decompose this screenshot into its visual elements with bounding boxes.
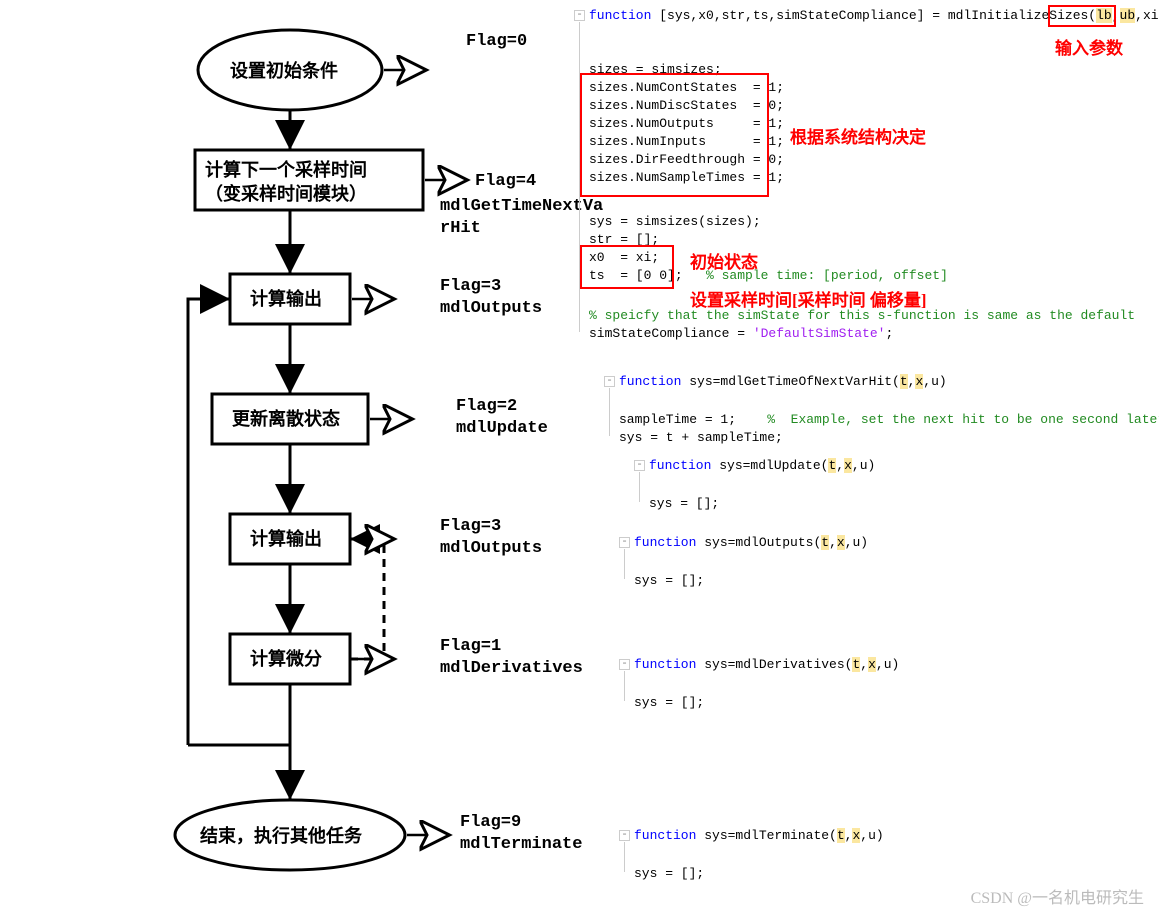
code-fn-nvh: function sys=mdlGetTimeOfNextVarHit(t,x,…	[619, 374, 947, 389]
flow-label: mdlUpdate	[456, 419, 548, 438]
code-sizes-line: sizes.NumContStates = 1;	[589, 80, 784, 95]
flow-text: 计算输出	[250, 288, 322, 309]
flow-label: Flag=1	[440, 637, 501, 656]
flow-text: 更新离散状态	[232, 408, 340, 429]
red-annotation: 初始状态	[690, 248, 758, 273]
code-bracket	[609, 388, 611, 436]
code-sys: sys = simsizes(sizes);	[589, 214, 761, 229]
code-term-body: sys = [];	[634, 866, 704, 881]
code-bracket	[624, 842, 626, 872]
fold-icon: -	[574, 10, 585, 21]
code-sizes-line: sizes.NumInputs = 1;	[589, 134, 784, 149]
flow-label: Flag=9	[460, 813, 521, 832]
fold-icon: -	[619, 659, 630, 670]
flow-label: Flag=0	[466, 32, 527, 51]
code-sizes-decl: sizes = simsizes;	[589, 62, 722, 77]
fold-icon: -	[619, 830, 630, 841]
flow-label: mdlOutputs	[440, 539, 542, 558]
fold-icon: -	[634, 460, 645, 471]
code-fn-upd: function sys=mdlUpdate(t,x,u)	[649, 458, 875, 473]
flow-label: mdlTerminate	[460, 835, 582, 854]
flow-text: 计算微分	[250, 648, 322, 669]
code-fn-term: function sys=mdlTerminate(t,x,u)	[634, 828, 884, 843]
code-x0: x0 = xi;	[589, 250, 659, 265]
red-annotation: 设置采样时间[采样时间 偏移量]	[690, 286, 927, 311]
code-nvh2: sys = t + sampleTime;	[619, 430, 783, 445]
code-fn-out: function sys=mdlOutputs(t,x,u)	[634, 535, 868, 550]
red-annotation: 根据系统结构决定	[790, 123, 926, 148]
code-str: str = [];	[589, 232, 659, 247]
flow-label: Flag=3	[440, 277, 501, 296]
code-bracket	[624, 549, 626, 579]
code-upd-body: sys = [];	[649, 496, 719, 511]
flow-text: 计算下一个采样时间	[205, 159, 367, 180]
code-bracket	[624, 671, 626, 701]
code-sizes-line: sizes.NumSampleTimes = 1;	[589, 170, 784, 185]
flow-text: 计算输出	[250, 528, 322, 549]
fold-icon: -	[604, 376, 615, 387]
flow-dashloop	[350, 539, 384, 659]
flow-label: rHit	[440, 219, 481, 238]
code-bracket	[579, 22, 581, 332]
flow-loop	[188, 299, 230, 745]
watermark: CSDN @一名机电研究生	[971, 884, 1144, 908]
flow-text: 结束，执行其他任务	[200, 825, 363, 846]
code-compliance: simStateCompliance = 'DefaultSimState';	[589, 326, 893, 341]
code-sizes-line: sizes.DirFeedthrough = 0;	[589, 152, 784, 167]
flow-label: Flag=3	[440, 517, 501, 536]
code-nvh1: sampleTime = 1; % Example, set the next …	[619, 412, 1159, 427]
code-fn-der: function sys=mdlDerivatives(t,x,u)	[634, 657, 899, 672]
flow-label: Flag=2	[456, 397, 517, 416]
code-sizes-line: sizes.NumOutputs = 1;	[589, 116, 784, 131]
flow-label: mdlDerivatives	[440, 659, 583, 678]
code-out-body: sys = [];	[634, 573, 704, 588]
fold-icon: -	[619, 537, 630, 548]
code-sizes-line: sizes.NumDiscStates = 0;	[589, 98, 784, 113]
flow-label: Flag=4	[475, 172, 536, 191]
flow-label: mdlOutputs	[440, 299, 542, 318]
code-fn-init: function [sys,x0,str,ts,simStateComplian…	[589, 8, 1159, 23]
code-ts: ts = [0 0]; % sample time: [period, offs…	[589, 268, 948, 283]
code-der-body: sys = [];	[634, 695, 704, 710]
flow-text: 设置初始条件	[230, 60, 338, 81]
flow-text: （变采样时间模块）	[205, 183, 367, 204]
red-annotation: 输入参数	[1055, 34, 1123, 59]
code-bracket	[639, 472, 641, 502]
